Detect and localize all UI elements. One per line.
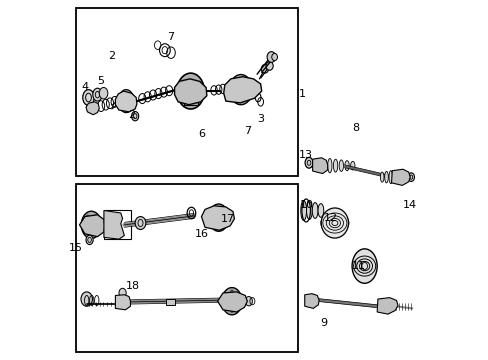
Text: 11: 11 (351, 261, 366, 271)
Bar (104, 210, 131, 239)
Ellipse shape (380, 172, 383, 182)
Ellipse shape (305, 157, 312, 168)
Text: 4: 4 (81, 82, 88, 92)
Ellipse shape (271, 53, 277, 60)
Ellipse shape (266, 51, 275, 62)
Ellipse shape (306, 202, 312, 220)
Text: 12: 12 (323, 213, 337, 222)
Text: 16: 16 (194, 229, 208, 239)
Ellipse shape (333, 159, 337, 172)
Ellipse shape (81, 211, 101, 238)
Ellipse shape (350, 161, 354, 170)
Text: 17: 17 (221, 215, 235, 224)
Ellipse shape (407, 173, 414, 181)
Ellipse shape (339, 160, 343, 171)
Polygon shape (312, 158, 327, 174)
Bar (165, 299, 174, 305)
Text: 5: 5 (98, 76, 104, 86)
Text: 7: 7 (244, 126, 251, 136)
Text: 8: 8 (351, 123, 359, 133)
Ellipse shape (327, 158, 331, 173)
Polygon shape (104, 211, 124, 239)
Polygon shape (201, 206, 234, 230)
Ellipse shape (87, 104, 94, 113)
Ellipse shape (131, 112, 139, 121)
Ellipse shape (119, 288, 126, 298)
Bar (110, 223, 117, 230)
Ellipse shape (321, 208, 348, 238)
Ellipse shape (344, 161, 348, 171)
Ellipse shape (317, 204, 323, 217)
Ellipse shape (351, 249, 376, 283)
Ellipse shape (82, 90, 94, 105)
Ellipse shape (388, 171, 392, 184)
Bar (76, 8, 298, 176)
Polygon shape (86, 102, 99, 115)
Ellipse shape (118, 90, 134, 113)
Text: 14: 14 (402, 200, 416, 210)
Ellipse shape (244, 297, 252, 306)
Ellipse shape (99, 87, 108, 99)
Ellipse shape (384, 171, 387, 183)
Ellipse shape (312, 203, 317, 219)
Text: 9: 9 (319, 319, 326, 328)
Ellipse shape (135, 217, 145, 229)
Polygon shape (115, 91, 137, 112)
Ellipse shape (300, 201, 306, 221)
Text: 18: 18 (126, 281, 140, 291)
Polygon shape (115, 295, 130, 310)
Polygon shape (174, 79, 206, 105)
Text: 3: 3 (257, 114, 264, 124)
Text: 6: 6 (198, 129, 204, 139)
Polygon shape (223, 77, 261, 103)
Text: 10: 10 (300, 200, 314, 210)
Ellipse shape (86, 235, 93, 244)
Bar (76, 184, 298, 352)
Polygon shape (80, 215, 104, 237)
Ellipse shape (261, 64, 268, 73)
Ellipse shape (229, 75, 252, 105)
Text: 2: 2 (108, 51, 115, 61)
Ellipse shape (177, 73, 204, 109)
Polygon shape (391, 169, 409, 185)
Ellipse shape (222, 288, 242, 315)
Text: 15: 15 (69, 243, 83, 253)
Text: 13: 13 (299, 150, 312, 160)
Ellipse shape (208, 204, 228, 231)
Text: 2: 2 (128, 111, 135, 121)
Text: 1: 1 (298, 89, 305, 99)
Polygon shape (304, 294, 319, 309)
Ellipse shape (93, 88, 102, 101)
Polygon shape (217, 292, 247, 312)
Ellipse shape (265, 62, 273, 70)
Polygon shape (376, 298, 397, 314)
Text: 7: 7 (167, 32, 174, 41)
Ellipse shape (81, 292, 92, 306)
